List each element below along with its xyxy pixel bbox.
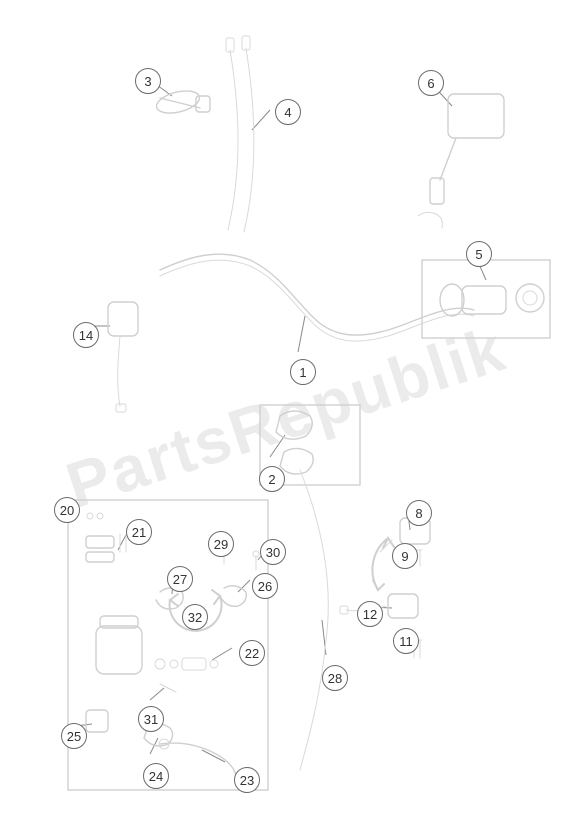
watermark: PartsRepublik: [57, 311, 514, 522]
detail-box-5: [422, 260, 550, 338]
callout-4: 4: [275, 99, 301, 125]
part-piston-kit: [155, 658, 218, 670]
callout-32: 32: [182, 604, 208, 630]
callout-14: 14: [73, 322, 99, 348]
callout-2: 2: [259, 466, 285, 492]
part-master-cylinder-group: [86, 513, 259, 776]
callout-24: 24: [143, 763, 169, 789]
part-left-switch: [108, 302, 138, 412]
part-grip-tube: [440, 284, 544, 316]
callout-27: 27: [167, 566, 193, 592]
callout-5: 5: [466, 241, 492, 267]
callout-26: 26: [252, 573, 278, 599]
callout-6: 6: [418, 70, 444, 96]
parts-diagram-page: PartsRepublik: [0, 0, 571, 834]
line-art: [0, 0, 571, 834]
callout-21: 21: [126, 519, 152, 545]
callout-12: 12: [357, 601, 383, 627]
detail-box-20: [68, 500, 268, 790]
part-handlebar: [160, 254, 474, 335]
callout-30: 30: [260, 539, 286, 565]
part-clutch-cable: [300, 470, 328, 770]
callout-22: 22: [239, 640, 265, 666]
part-mirror: [418, 94, 504, 228]
callout-20: 20: [54, 497, 80, 523]
link-arrow-8-12: [372, 538, 394, 590]
callout-25: 25: [61, 723, 87, 749]
callout-3: 3: [135, 68, 161, 94]
part-clamp: [276, 411, 313, 474]
leaders: [76, 80, 486, 762]
callout-31: 31: [138, 706, 164, 732]
part-throttle-grip: [154, 87, 210, 117]
callout-29: 29: [208, 531, 234, 557]
callout-9: 9: [392, 543, 418, 569]
callout-8: 8: [406, 500, 432, 526]
callout-28: 28: [322, 665, 348, 691]
callout-1: 1: [290, 359, 316, 385]
callout-11: 11: [393, 628, 419, 654]
callout-23: 23: [234, 767, 260, 793]
part-throttle-cables: [226, 36, 254, 232]
part-mc-body: [96, 616, 142, 674]
